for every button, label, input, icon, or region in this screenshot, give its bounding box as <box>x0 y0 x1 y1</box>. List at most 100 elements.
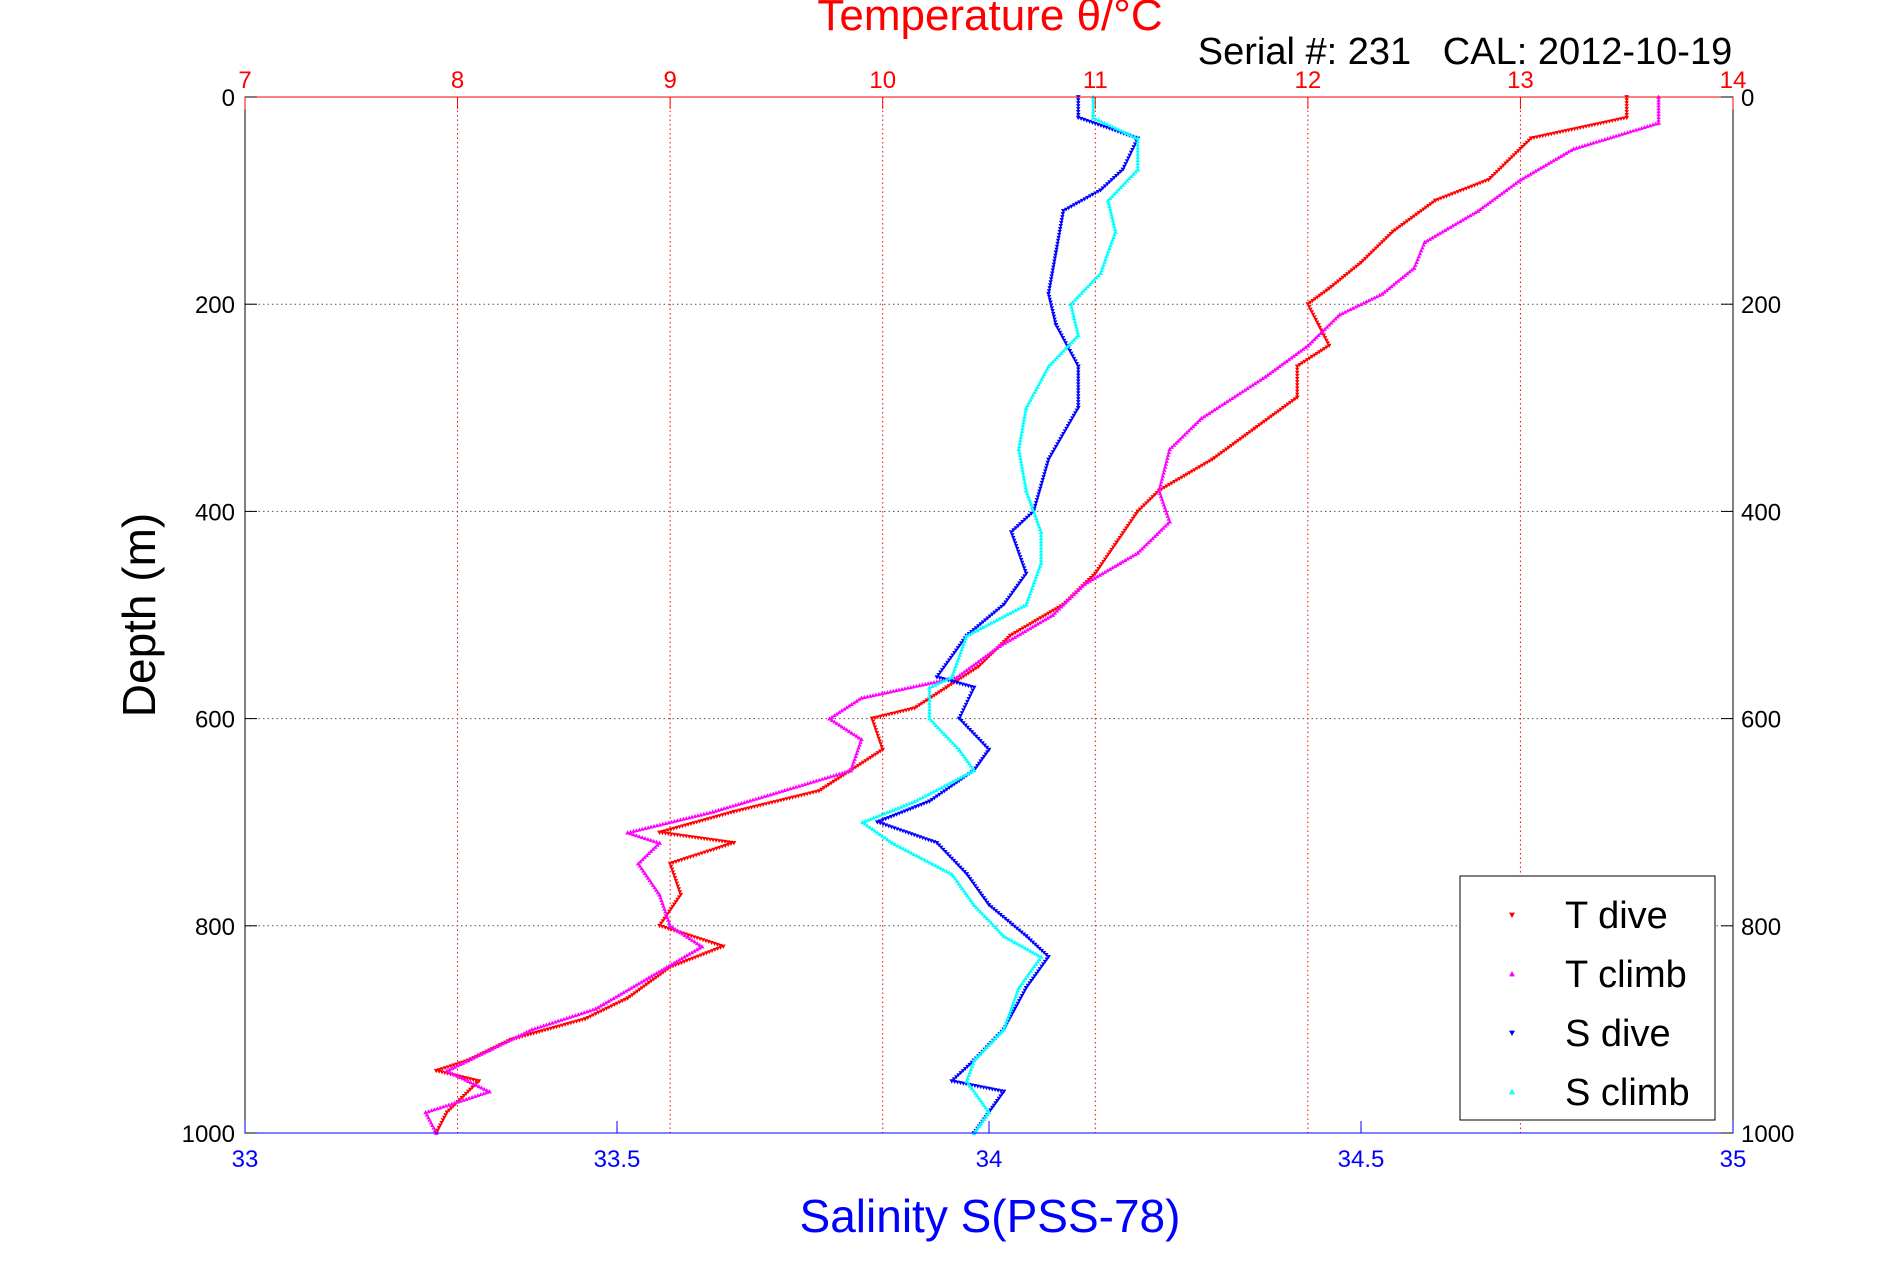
data-point <box>944 734 949 739</box>
data-point <box>838 775 844 779</box>
data-point <box>576 1012 581 1017</box>
data-point <box>898 844 903 849</box>
data-point <box>1159 479 1164 484</box>
data-point <box>544 1022 549 1027</box>
data-point <box>827 716 832 721</box>
data-point <box>1128 555 1133 560</box>
data-point <box>519 1032 524 1037</box>
data-point <box>1197 465 1202 470</box>
data-point <box>1050 268 1055 273</box>
data-point <box>1377 242 1383 247</box>
data-point <box>986 747 992 753</box>
data-point <box>678 892 684 898</box>
data-point <box>1058 224 1063 228</box>
data-point <box>933 723 939 728</box>
data-point <box>1543 162 1548 167</box>
data-point <box>1023 408 1028 413</box>
data-point <box>1074 327 1080 332</box>
data-point <box>988 920 994 925</box>
data-point <box>1312 297 1318 302</box>
data-point <box>1492 171 1498 176</box>
data-point <box>1113 229 1118 234</box>
data-point <box>655 842 660 847</box>
data-point <box>1109 215 1115 220</box>
data-point <box>1169 444 1175 449</box>
data-point <box>1414 259 1419 264</box>
data-point <box>1254 425 1260 429</box>
data-point <box>785 787 790 792</box>
data-point <box>882 811 887 816</box>
data-point <box>880 818 886 823</box>
data-point <box>1094 275 1099 280</box>
data-point <box>692 939 697 944</box>
data-point <box>663 909 668 914</box>
data-point <box>1009 938 1015 943</box>
data-point <box>1033 961 1039 966</box>
data-point <box>1520 144 1525 149</box>
data-point <box>1083 286 1088 291</box>
data-point <box>845 769 851 774</box>
data-point <box>636 981 641 986</box>
data-point <box>672 902 677 907</box>
data-point <box>1402 273 1408 278</box>
data-point <box>1452 222 1458 227</box>
data-point <box>1112 563 1118 568</box>
data-point <box>1127 132 1132 137</box>
data-point <box>1018 605 1023 610</box>
data-point <box>1063 346 1068 351</box>
data-point <box>1028 622 1033 627</box>
data-point <box>808 780 813 785</box>
data-point <box>1072 316 1077 321</box>
data-point <box>1079 290 1084 295</box>
data-point <box>1174 478 1179 483</box>
data-point <box>955 863 961 868</box>
data-point <box>1329 285 1334 290</box>
data-point <box>1276 409 1281 414</box>
data-point <box>1089 279 1095 284</box>
data-point <box>1386 286 1392 291</box>
data-point <box>900 846 906 851</box>
data-point <box>657 822 663 827</box>
data-point <box>1119 533 1124 538</box>
data-point <box>1548 159 1553 164</box>
data-point <box>908 807 913 812</box>
data-point <box>720 944 726 949</box>
data-point <box>1111 223 1117 228</box>
data-point <box>1003 600 1008 605</box>
data-point <box>1574 145 1579 150</box>
data-point <box>660 821 666 826</box>
data-point <box>985 1107 990 1112</box>
data-point <box>1337 312 1343 317</box>
data-point <box>961 721 966 726</box>
data-point <box>625 830 631 835</box>
data-point <box>669 962 674 967</box>
data-point <box>1212 407 1217 412</box>
data-point <box>663 821 668 826</box>
data-point <box>707 810 712 815</box>
data-point <box>1622 131 1627 136</box>
data-point <box>632 991 637 996</box>
data-point <box>1380 240 1385 245</box>
data-point <box>1384 287 1390 292</box>
grid-lines <box>245 97 1733 1133</box>
data-point <box>917 854 922 859</box>
data-point <box>1023 986 1029 991</box>
data-point <box>1524 140 1530 145</box>
data-point <box>1245 431 1250 436</box>
data-point <box>661 903 666 908</box>
data-point <box>535 1025 540 1030</box>
data-point <box>1059 434 1065 439</box>
data-point <box>596 1010 601 1015</box>
data-point <box>996 1096 1002 1101</box>
data-point <box>1035 495 1040 500</box>
data-point <box>986 622 991 627</box>
data-point <box>949 784 954 789</box>
data-point <box>961 708 966 713</box>
data-point <box>1259 421 1264 426</box>
data-point <box>1490 173 1495 178</box>
data-point <box>1098 270 1103 276</box>
data-point <box>644 976 649 981</box>
data-point <box>750 797 756 802</box>
data-point <box>896 687 902 692</box>
data-point <box>1069 594 1075 599</box>
